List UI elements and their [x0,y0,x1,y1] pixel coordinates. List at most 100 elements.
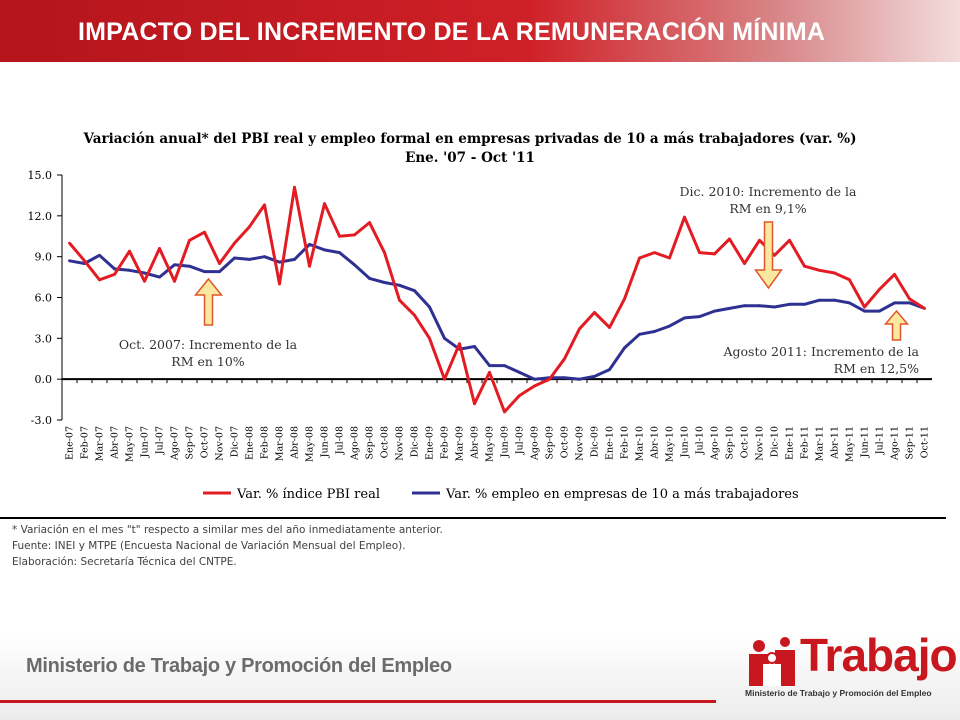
data-point [608,326,611,329]
x-tick-label: Abr-11 [830,426,841,460]
x-tick-label: Jun-07 [140,426,151,458]
x-tick-label: Sep-07 [185,426,196,460]
data-point [878,309,881,313]
data-point [443,336,446,340]
data-point [908,297,911,301]
data-point [788,238,791,242]
data-point [668,324,671,328]
data-point [833,298,836,302]
x-tick-label: Ago-11 [890,426,901,461]
x-tick-label: Oct-08 [380,426,391,458]
data-point [623,297,626,301]
data-point [503,364,506,367]
data-point [893,301,896,305]
data-point [773,253,776,257]
x-tick-label: Mar-09 [455,426,466,461]
y-tick-label: 3.0 [35,332,53,345]
annotation-arrow-up-icon [883,309,910,341]
data-point [188,264,191,268]
data-point [653,330,656,333]
footer-band [0,632,960,720]
x-tick-label: Abr-07 [110,426,121,460]
data-point [593,311,596,314]
data-point [683,215,686,219]
x-tick-label: Ene-08 [245,426,256,460]
data-point [863,309,866,313]
data-point [698,315,701,318]
x-tick-label: Dic-10 [770,426,781,457]
data-point [758,238,761,242]
logo-subtitle: Ministerio de Trabajo y Promoción del Em… [745,688,932,698]
x-tick-label: Ene-09 [425,426,436,460]
y-tick-label: 15.0 [28,169,53,182]
data-point [728,307,731,310]
x-tick-label: Dic-09 [590,426,601,457]
data-point [713,309,716,313]
x-tick-label: Feb-11 [800,426,811,459]
note-definition: * Variación en el mes "t" respecto a sim… [12,524,443,536]
data-point [413,289,416,293]
data-point [713,252,716,256]
data-point [638,332,641,336]
x-tick-label: Sep-10 [725,426,736,460]
data-point [848,278,851,282]
x-tick-label: Ago-08 [350,426,361,461]
x-tick-label: Jul-08 [335,426,346,455]
data-point [278,282,281,286]
series-line [69,242,926,381]
data-point [923,307,926,310]
x-tick-label: Feb-10 [620,426,631,459]
notes-divider [0,517,946,519]
data-point [278,260,281,264]
data-point [353,233,356,237]
data-point [218,270,221,273]
x-tick-label: Ene-07 [65,426,76,460]
x-tick-label: Jun-11 [860,426,871,458]
data-point [443,377,446,381]
chart-notes: * Variación en el mes "t" respecto a sim… [12,522,443,570]
data-point [248,225,251,229]
data-point [488,364,491,367]
x-tick-label: Nov-08 [395,426,406,461]
data-point [143,271,146,275]
data-point [128,268,131,272]
annotation-label: RM en 9,1% [729,201,806,216]
data-point [143,279,146,283]
data-point [683,316,686,320]
x-tick-label: Jun-10 [680,426,691,458]
data-point [578,377,581,381]
data-point [668,256,671,260]
x-tick-label: Feb-09 [440,426,451,459]
data-point [128,249,131,253]
legend-label: Var. % índice PBI real [236,487,380,502]
annotation-label: RM en 10% [171,354,245,369]
x-tick-label: Nov-07 [215,426,226,461]
data-point [533,384,536,388]
x-tick-label: Jun-09 [500,426,511,458]
x-tick-label: Mar-07 [95,426,106,461]
data-point [203,270,206,273]
x-tick-label: Oct-11 [920,426,931,458]
x-tick-label: Abr-10 [650,426,661,460]
data-point [263,255,266,259]
x-tick-label: Ago-07 [170,426,181,461]
line-chart: 15.0 12.0 9.0 6.0 3.0 0.0 -3.0 Ene-07 Feb-07 Mar-… [28,169,932,502]
data-point [158,247,161,250]
data-point [233,256,236,260]
y-tick-label: 6.0 [35,292,53,305]
data-point [803,264,806,268]
data-point [803,302,806,306]
x-tick-label: Sep-08 [365,426,376,460]
x-tick-label: Nov-10 [755,426,766,461]
data-point [368,277,371,280]
x-tick-label: Mar-11 [815,426,826,461]
data-point [98,253,101,257]
data-point [518,394,521,397]
title-banner: IMPACTO DEL INCREMENTO DE LA REMUNERACIÓ… [0,0,960,62]
data-point [518,371,521,374]
data-point [113,267,116,271]
x-tick-label: Mar-08 [275,426,286,461]
data-point [758,304,761,308]
data-point [323,202,326,206]
data-point [473,402,476,406]
